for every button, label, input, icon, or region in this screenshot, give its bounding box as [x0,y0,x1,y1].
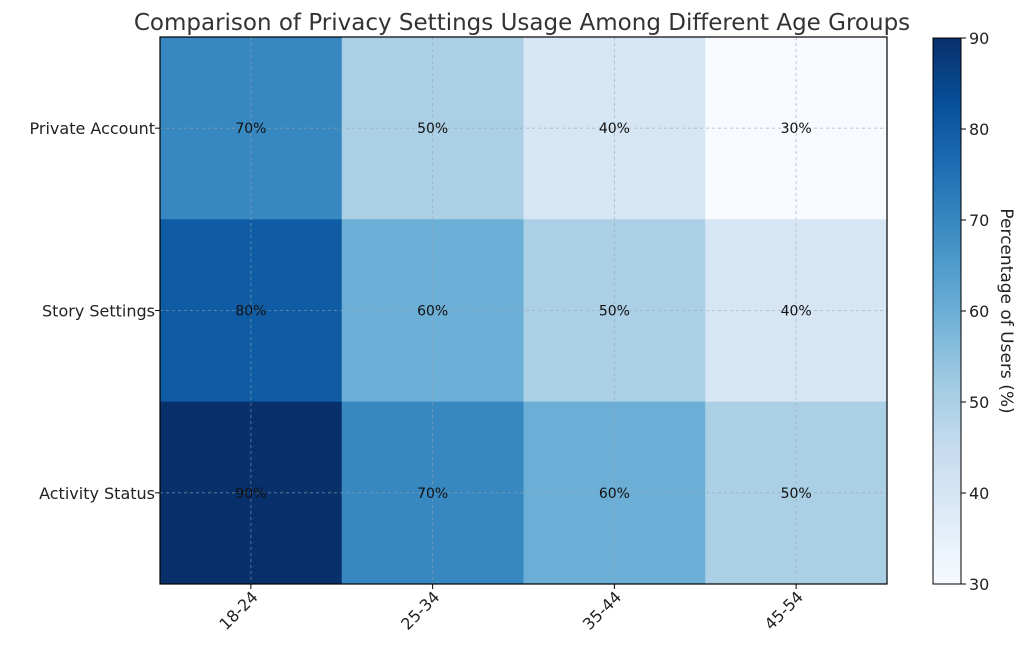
colorbar-tick-label: 30 [969,575,989,594]
cell-value-label: 60% [417,304,448,320]
cell-value-labels: 70% 50% 40% 30% 80% 60% 50% 40% 90% 70% 60% 50% [235,121,811,502]
y-tick-label: Activity Status [39,484,155,503]
y-tick-label: Story Settings [42,302,155,321]
x-tick-label: 25-34 [397,587,443,633]
cell-value-label: 40% [781,304,812,320]
colorbar-tick-label: 60 [969,302,989,321]
chart-title: Comparison of Privacy Settings Usage Amo… [134,10,910,36]
cell-value-label: 30% [781,121,812,137]
colorbar-tick-label: 40 [969,484,989,503]
colorbar: 30 40 50 60 70 80 90 [932,29,989,594]
cell-value-label: 80% [235,304,266,320]
x-tick-label: 18-24 [215,587,261,633]
colorbar-tick-label: 90 [969,29,989,48]
cell-value-label: 50% [781,486,812,502]
colorbar-gradient [932,37,962,585]
y-tick-label: Private Account [30,119,155,138]
cell-value-label: 50% [417,121,448,137]
x-tick-label: 35-44 [579,587,625,633]
colorbar-label: Percentage of Users (%) [996,208,1016,413]
cell-value-label: 90% [235,486,266,502]
x-axis: 18-24 25-34 35-44 45-54 [215,584,807,634]
colorbar-tick-label: 70 [969,211,989,230]
cell-value-label: 60% [599,486,630,502]
cell-value-label: 50% [599,304,630,320]
grid-lines [160,37,887,584]
colorbar-tick-label: 80 [969,120,989,139]
colorbar-tick-label: 50 [969,393,989,412]
cell-value-label: 70% [417,486,448,502]
cell-value-label: 40% [599,121,630,137]
x-tick-label: 45-54 [761,587,807,633]
y-axis: Private Account Story Settings Activity St… [30,119,160,503]
cell-value-label: 70% [235,121,266,137]
